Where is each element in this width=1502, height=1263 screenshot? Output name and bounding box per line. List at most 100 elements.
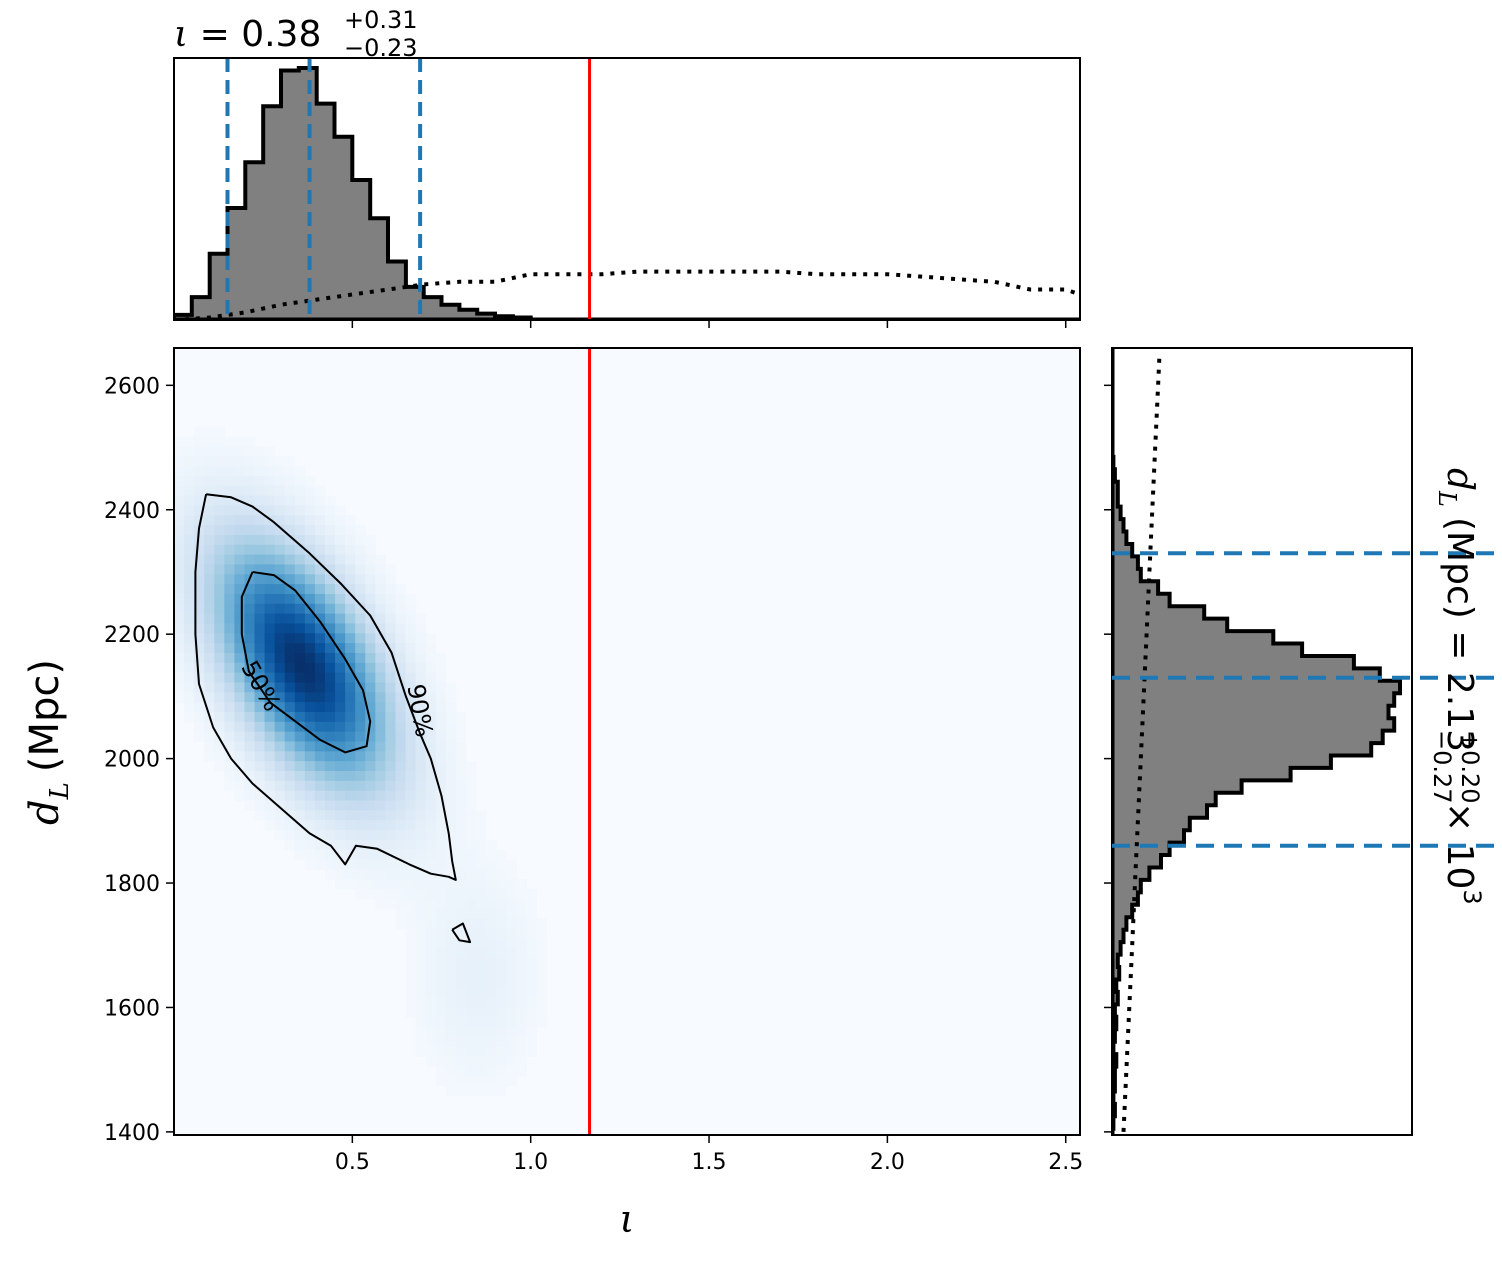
density-cell (194, 534, 205, 546)
density-cell (274, 525, 286, 536)
density-cell (325, 800, 336, 811)
density-cell (355, 564, 366, 575)
density-cell (476, 918, 487, 930)
density-cell (445, 741, 457, 752)
joint-density-panel: 0.5 1.0 1.5 2.0 2.5 1400 1600 1800 2000 2200 2400… (104, 347, 1083, 1175)
density-cell (355, 731, 366, 743)
density-cell (274, 751, 286, 762)
density-cell (234, 436, 246, 447)
density-cell (375, 810, 386, 821)
density-cell (445, 908, 457, 920)
density-cell (304, 662, 316, 674)
density-cell (214, 761, 225, 772)
density-cell (174, 662, 185, 674)
density-cell (375, 771, 386, 782)
density-cell (435, 800, 447, 811)
density-cell (395, 849, 407, 861)
x-tick-label: 2.0 (870, 1150, 905, 1175)
density-cell (405, 820, 417, 831)
density-cell (365, 849, 376, 861)
density-cell (435, 928, 447, 939)
density-cell (476, 1026, 487, 1038)
density-cell (174, 466, 185, 477)
density-cell (465, 967, 477, 979)
density-cell (325, 682, 336, 693)
density-cell (455, 977, 467, 989)
density-cell (314, 780, 326, 792)
density-cell (415, 623, 427, 634)
density-cell (355, 633, 366, 644)
density-cell (395, 662, 407, 674)
density-cell (415, 849, 427, 861)
density-cell (365, 574, 376, 585)
density-cell (194, 711, 205, 723)
density-cell (415, 1026, 427, 1038)
density-cell (506, 1046, 517, 1057)
density-cell (425, 967, 437, 979)
density-cell (284, 584, 296, 595)
density-cell (455, 711, 467, 723)
density-cell (325, 554, 336, 566)
density-cell (204, 692, 215, 703)
density-cell (304, 830, 316, 841)
density-cell (214, 672, 225, 684)
density-cell (385, 643, 397, 654)
density-cell (425, 771, 437, 782)
density-cell (345, 780, 356, 792)
density-cell (274, 702, 286, 713)
density-cell (425, 938, 437, 949)
y-tick-label: 1400 (104, 1121, 160, 1146)
density-cell (445, 771, 457, 782)
density-cell (244, 505, 256, 516)
density-cell (214, 643, 225, 654)
density-cell (244, 554, 256, 566)
density-cell (274, 564, 286, 575)
density-cell (486, 997, 497, 1008)
density-cell (325, 574, 336, 585)
density-cell (194, 702, 205, 713)
density-cell (204, 485, 215, 497)
density-cell (476, 849, 487, 861)
y-axis-label-sub: L (45, 782, 75, 800)
density-cell (395, 810, 407, 821)
density-cell (234, 682, 246, 693)
density-cell (355, 751, 366, 762)
dL-title-unit: (Mpc) (1439, 517, 1480, 619)
density-cell (184, 574, 195, 585)
density-cell (496, 849, 507, 861)
density-cell (465, 918, 477, 930)
density-cell (325, 584, 336, 595)
density-cell (325, 564, 336, 575)
density-cell (224, 505, 235, 516)
density-cell (486, 918, 497, 930)
density-cell (355, 771, 366, 782)
density-cell (465, 908, 477, 920)
density-cell (385, 652, 397, 664)
density-cell (314, 495, 326, 506)
density-cell (476, 810, 487, 821)
density-cell (294, 771, 306, 782)
density-cell (234, 485, 246, 497)
density-cell (375, 849, 386, 861)
density-cell (425, 859, 437, 870)
density-cell (174, 603, 185, 615)
density-cell (506, 1066, 517, 1077)
density-cell (375, 702, 386, 713)
density-cell (244, 544, 256, 556)
density-cell (385, 692, 397, 703)
density-cell (476, 1036, 487, 1048)
density-cell (465, 879, 477, 890)
iota-title-plus: +0.31 (344, 6, 418, 34)
density-cell (264, 456, 276, 467)
density-cell (425, 1036, 437, 1048)
density-cell (516, 1016, 527, 1028)
density-cell (284, 485, 296, 497)
density-cell (465, 948, 477, 959)
density-cell (506, 1016, 517, 1028)
density-cell (486, 1036, 497, 1048)
density-cell (294, 741, 306, 752)
density-cell (385, 790, 397, 802)
density-cell (325, 731, 336, 743)
density-cell (445, 879, 457, 890)
density-cell (264, 771, 276, 782)
